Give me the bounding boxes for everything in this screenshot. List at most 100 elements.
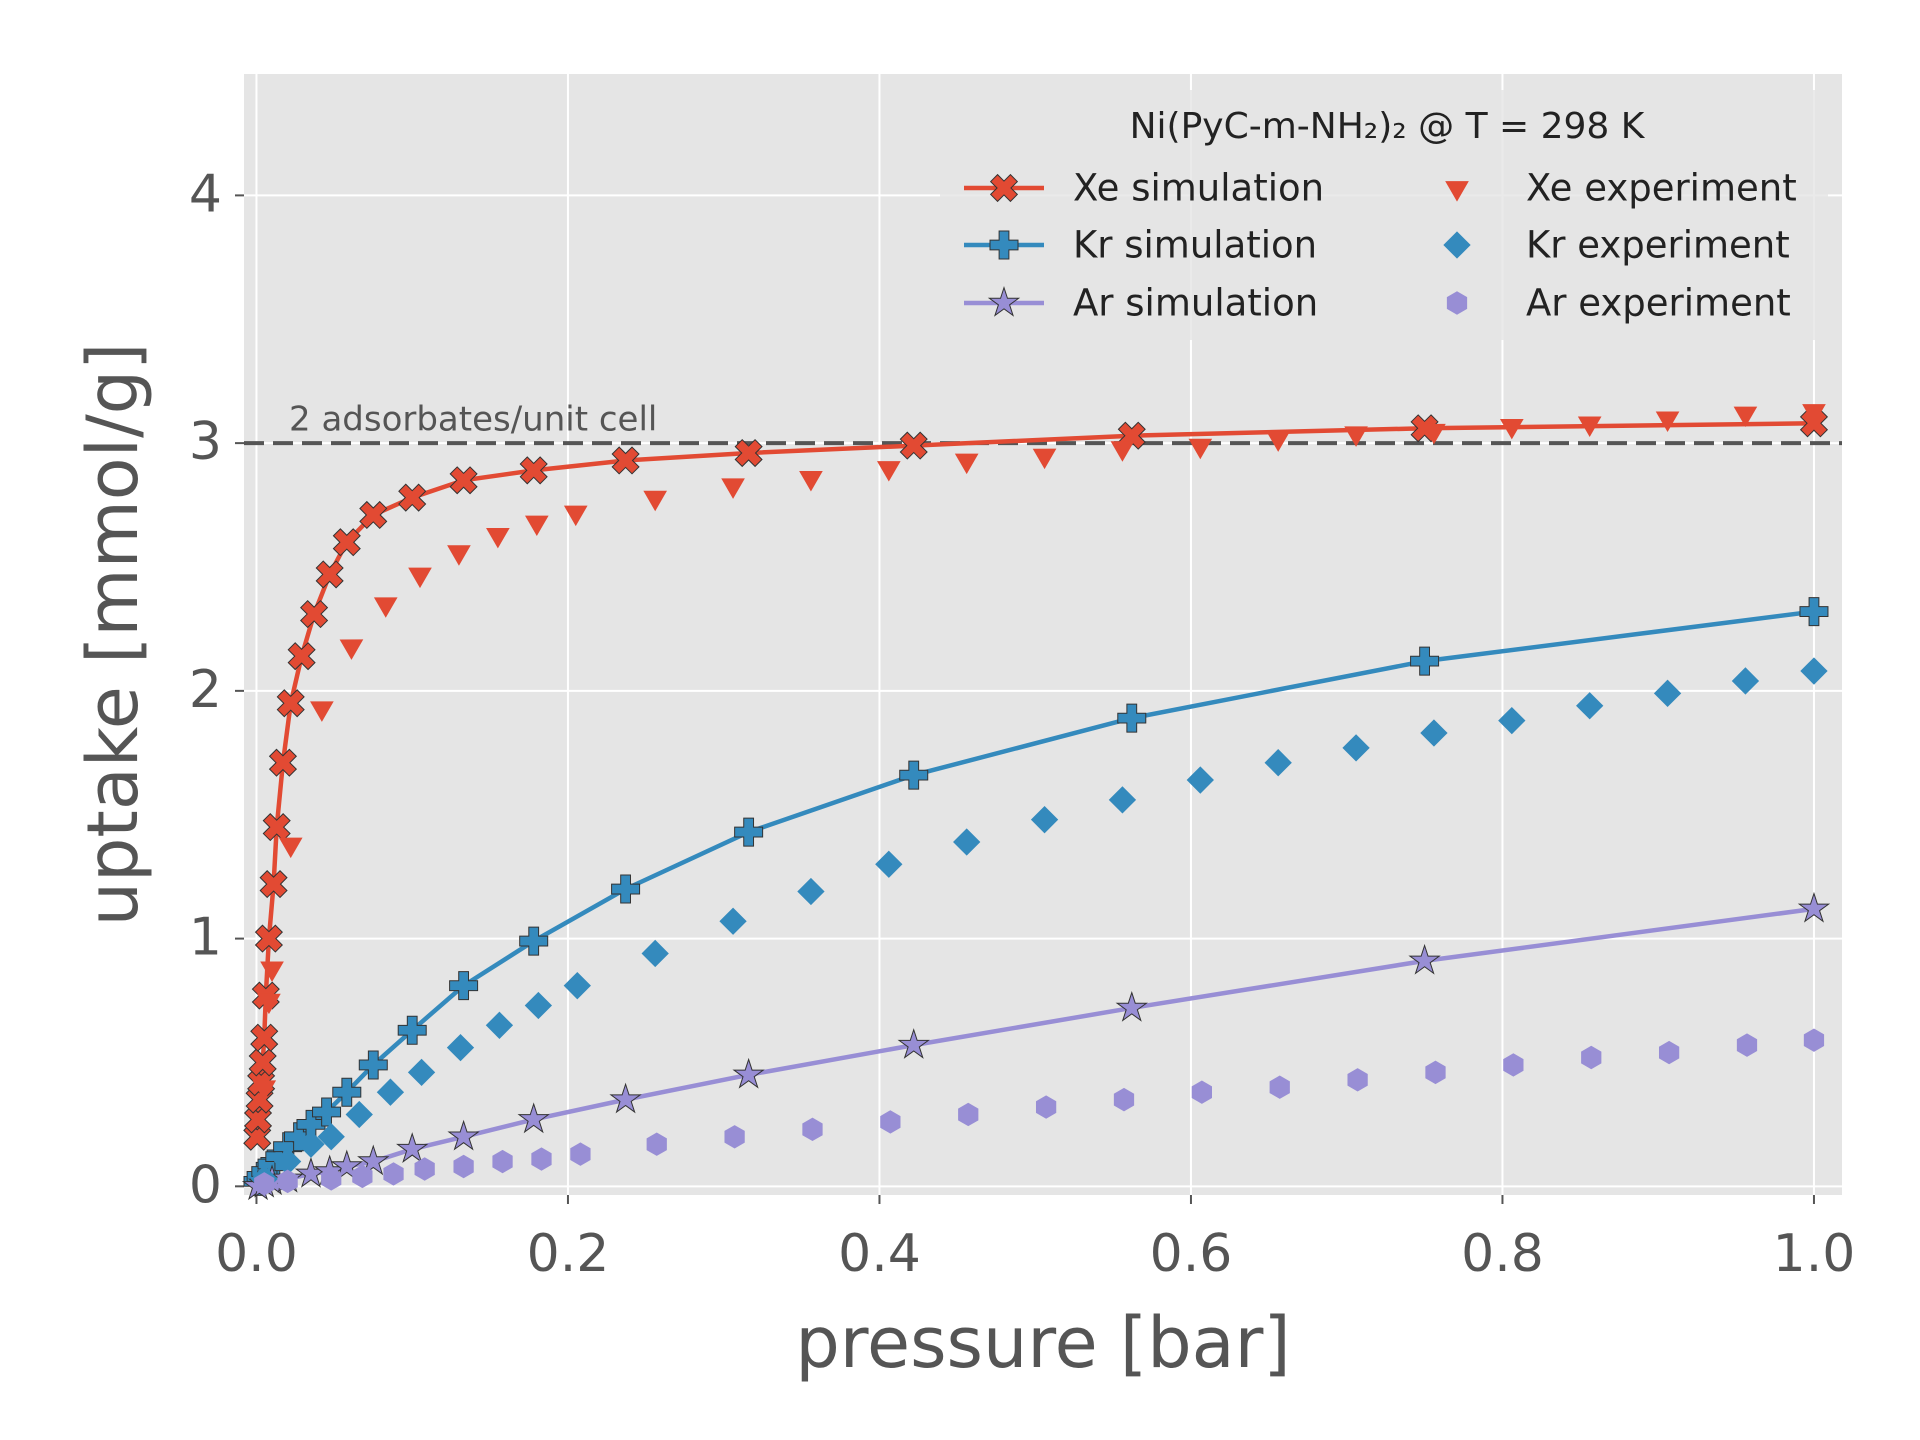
data-point xyxy=(352,1164,373,1189)
data-point xyxy=(276,689,305,718)
data-point xyxy=(1030,806,1059,834)
data-point xyxy=(1731,667,1760,695)
data-point xyxy=(897,1028,930,1059)
data-point xyxy=(1581,1045,1602,1070)
data-point xyxy=(1347,1068,1368,1092)
data-point xyxy=(958,1102,979,1127)
legend: Ni(PyC-m-NH₂)₂ @ T = 298 K Xe simulation K… xyxy=(940,90,1828,340)
data-point xyxy=(875,850,903,878)
data-point xyxy=(339,639,364,660)
data-point xyxy=(1800,657,1828,685)
data-point xyxy=(1736,1033,1758,1057)
data-point xyxy=(1035,1095,1057,1119)
data-point xyxy=(492,1149,513,1174)
data-point xyxy=(802,1117,823,1142)
data-point xyxy=(257,993,281,1015)
data-point xyxy=(485,1011,514,1039)
data-point xyxy=(524,515,549,537)
data-point xyxy=(254,924,283,953)
data-point xyxy=(953,828,981,856)
data-point xyxy=(880,1110,901,1134)
data-point xyxy=(300,599,329,629)
data-point xyxy=(260,961,284,982)
data-point xyxy=(611,874,641,904)
legend-label: Ar simulation xyxy=(1073,282,1318,325)
data-point xyxy=(1117,703,1147,733)
data-point xyxy=(517,1102,550,1134)
data-point xyxy=(1032,448,1057,470)
y-tick-label: 1 xyxy=(189,908,222,968)
data-point xyxy=(250,1023,279,1052)
legend-label: Xe simulation xyxy=(1073,167,1324,210)
data-point xyxy=(449,466,478,495)
data-point xyxy=(519,456,548,485)
data-point xyxy=(1802,404,1826,425)
data-point xyxy=(1803,1028,1825,1052)
data-point xyxy=(1113,1087,1135,1112)
data-point xyxy=(1425,1060,1446,1085)
data-point xyxy=(1499,418,1524,440)
y-tick-label: 0 xyxy=(189,1155,222,1215)
data-point xyxy=(315,560,344,589)
data-point xyxy=(1344,426,1368,447)
data-point xyxy=(641,939,669,968)
data-point xyxy=(359,500,388,530)
data-point xyxy=(563,972,591,1000)
x-tick-label: 0.2 xyxy=(527,1224,610,1284)
legend-marker xyxy=(1446,291,1468,315)
data-point xyxy=(447,1119,480,1151)
data-point xyxy=(383,1162,404,1186)
data-point xyxy=(1498,706,1526,735)
data-point xyxy=(373,597,398,618)
data-point xyxy=(1658,1040,1680,1065)
data-point xyxy=(278,837,303,859)
data-point xyxy=(1797,891,1831,923)
data-point xyxy=(1108,786,1137,814)
data-point xyxy=(1115,990,1148,1022)
data-point xyxy=(519,926,549,956)
y-axis-label: uptake [mmol/g] xyxy=(72,343,154,927)
data-point xyxy=(398,483,427,512)
data-point xyxy=(1577,416,1602,437)
data-point xyxy=(1655,411,1680,433)
data-point xyxy=(899,760,929,790)
data-point xyxy=(524,991,553,1020)
data-point xyxy=(1264,749,1292,777)
data-point xyxy=(330,1149,363,1181)
data-point xyxy=(563,505,588,527)
x-tick-label: 0.4 xyxy=(838,1224,921,1284)
legend-marker xyxy=(987,285,1021,317)
data-point xyxy=(345,1100,373,1129)
data-point xyxy=(273,1147,302,1176)
reference-label: 2 adsorbates/unit cell xyxy=(289,400,657,440)
data-point xyxy=(797,877,825,906)
data-point xyxy=(954,453,979,475)
data-point xyxy=(357,1144,390,1176)
data-point xyxy=(734,438,763,468)
data-point xyxy=(259,870,288,899)
data-point xyxy=(1503,1053,1524,1077)
data-point xyxy=(1422,423,1446,445)
data-point xyxy=(570,1142,591,1166)
data-point xyxy=(1186,766,1214,794)
data-point xyxy=(611,446,640,475)
y-tick-label: 2 xyxy=(189,660,222,720)
data-point xyxy=(531,1147,552,1171)
data-point xyxy=(287,642,316,671)
data-point xyxy=(1408,943,1441,975)
data-point xyxy=(1266,431,1291,452)
data-point xyxy=(321,1167,342,1191)
legend-box xyxy=(940,90,1828,340)
data-point xyxy=(609,1082,642,1114)
data-point xyxy=(719,907,747,935)
data-point xyxy=(486,527,510,549)
data-point xyxy=(358,1050,388,1080)
data-point xyxy=(396,1132,429,1163)
x-tick-label: 1.0 xyxy=(1773,1224,1856,1284)
data-point xyxy=(1410,646,1440,676)
x-tick-label: 0.0 xyxy=(215,1224,298,1284)
data-point xyxy=(1191,1080,1212,1104)
data-point xyxy=(414,1157,435,1181)
data-point xyxy=(1342,734,1370,762)
